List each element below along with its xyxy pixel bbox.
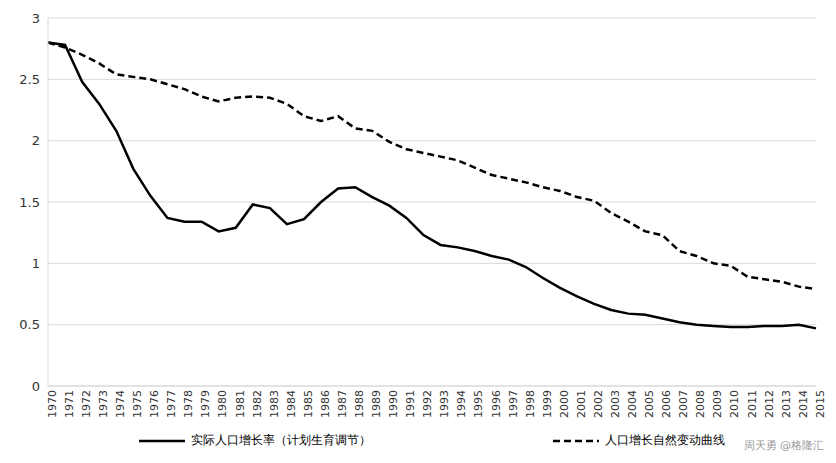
svg-text:2: 2 — [32, 133, 40, 148]
svg-text:2012: 2012 — [763, 390, 776, 418]
svg-text:1998: 1998 — [524, 390, 537, 418]
svg-text:1981: 1981 — [234, 390, 247, 418]
svg-text:1995: 1995 — [472, 390, 485, 418]
svg-text:2002: 2002 — [592, 390, 605, 418]
svg-text:1972: 1972 — [80, 390, 93, 418]
svg-text:2000: 2000 — [558, 390, 571, 418]
svg-text:2003: 2003 — [609, 390, 622, 418]
svg-text:2015: 2015 — [814, 390, 827, 418]
svg-text:1980: 1980 — [216, 390, 229, 418]
svg-text:1971: 1971 — [63, 390, 76, 418]
svg-text:1973: 1973 — [97, 390, 110, 418]
svg-text:1970: 1970 — [46, 390, 59, 418]
svg-text:1975: 1975 — [131, 390, 144, 418]
svg-text:2009: 2009 — [711, 390, 724, 418]
svg-text:1978: 1978 — [182, 390, 195, 418]
svg-text:1: 1 — [32, 256, 40, 271]
svg-text:1977: 1977 — [165, 390, 178, 418]
svg-text:1999: 1999 — [541, 390, 554, 418]
svg-text:1990: 1990 — [387, 390, 400, 418]
svg-text:2004: 2004 — [626, 390, 639, 418]
svg-text:0: 0 — [32, 379, 40, 394]
svg-text:1996: 1996 — [490, 390, 503, 418]
svg-text:2.5: 2.5 — [19, 72, 40, 87]
svg-text:1988: 1988 — [353, 390, 366, 418]
svg-text:1982: 1982 — [251, 390, 264, 418]
svg-text:0.5: 0.5 — [19, 317, 40, 332]
svg-text:2008: 2008 — [694, 390, 707, 418]
svg-text:1987: 1987 — [336, 390, 349, 418]
svg-text:2014: 2014 — [797, 390, 810, 418]
svg-text:2005: 2005 — [643, 390, 656, 418]
svg-text:2006: 2006 — [660, 390, 673, 418]
svg-text:1989: 1989 — [370, 390, 383, 418]
html-text:实际人口增长率（计划生育调节）: 实际人口增长率（计划生育调节） — [191, 433, 371, 447]
svg-text:3: 3 — [32, 11, 40, 26]
svg-text:2007: 2007 — [677, 390, 690, 418]
svg-text:1984: 1984 — [285, 390, 298, 418]
svg-text:1993: 1993 — [438, 390, 451, 418]
svg-text:1974: 1974 — [114, 390, 127, 418]
svg-text:1991: 1991 — [404, 390, 417, 418]
svg-text:2010: 2010 — [728, 390, 741, 418]
svg-text:1992: 1992 — [421, 390, 434, 418]
svg-text:1986: 1986 — [319, 390, 332, 418]
svg-text:2001: 2001 — [575, 390, 588, 418]
svg-text:2011: 2011 — [746, 390, 759, 418]
html-text:人口增长自然变动曲线: 人口增长自然变动曲线 — [605, 433, 725, 447]
svg-text:1985: 1985 — [302, 390, 315, 418]
html-text:周天勇 @格隆汇: 周天勇 @格隆汇 — [743, 439, 824, 452]
svg-text:1994: 1994 — [455, 390, 468, 418]
svg-text:1997: 1997 — [507, 390, 520, 418]
svg-text:2013: 2013 — [780, 390, 793, 418]
svg-text:1979: 1979 — [199, 390, 212, 418]
svg-text:1983: 1983 — [268, 390, 281, 418]
svg-text:1976: 1976 — [148, 390, 161, 418]
svg-text:1.5: 1.5 — [19, 195, 40, 210]
